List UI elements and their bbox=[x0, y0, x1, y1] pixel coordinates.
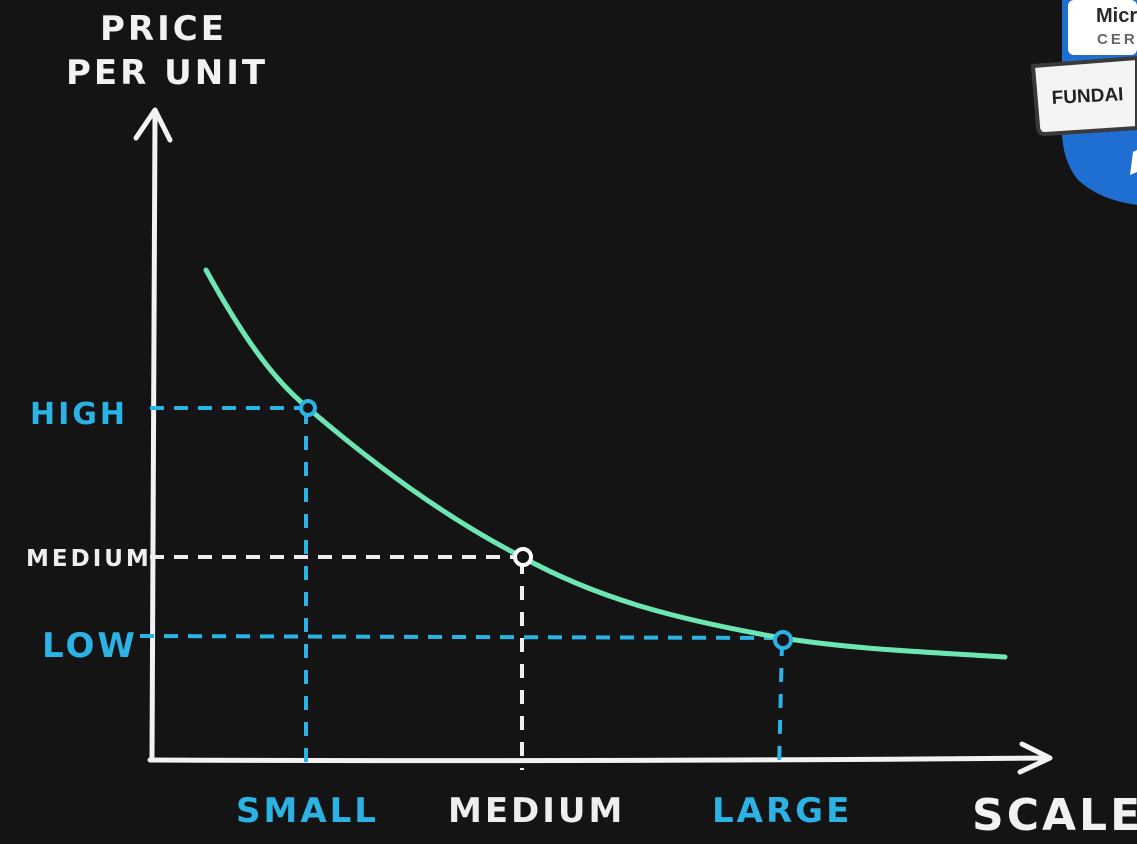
data-point-large-low bbox=[773, 630, 793, 650]
guide-low-horizontal bbox=[139, 634, 783, 640]
y-tick-high: HIGH bbox=[30, 397, 128, 432]
x-axis-line bbox=[147, 755, 1048, 764]
x-axis-arrow-icon bbox=[1017, 741, 1053, 775]
y-tick-medium: MEDIUM bbox=[26, 546, 152, 572]
guide-lines bbox=[139, 406, 784, 771]
y-axis bbox=[133, 107, 173, 763]
badge-ribbon bbox=[1030, 55, 1137, 137]
x-tick-large: LARGE bbox=[712, 791, 852, 831]
badge-line-1: Micr bbox=[1096, 5, 1137, 27]
y-axis-label-line-1: PRICE bbox=[100, 9, 227, 49]
certification-badge: Micr CERT FUNDAI bbox=[1010, 0, 1137, 205]
y-axis-arrow-icon bbox=[133, 107, 173, 143]
y-axis-line bbox=[149, 112, 158, 763]
data-point-medium-medium bbox=[513, 547, 533, 567]
x-axis-label: SCALE bbox=[972, 790, 1137, 841]
data-point-small-high bbox=[299, 399, 317, 417]
star-icon bbox=[1130, 150, 1137, 175]
y-tick-low: LOW bbox=[42, 626, 138, 666]
series-curve bbox=[203, 267, 1008, 660]
guide-large-vertical bbox=[777, 641, 784, 771]
x-tick-small: SMALL bbox=[236, 791, 379, 831]
badge-top-panel bbox=[1068, 0, 1137, 55]
badge-line-2: CERT bbox=[1097, 31, 1137, 48]
y-axis-label-line-2: PER UNIT bbox=[66, 53, 268, 93]
x-tick-medium: MEDIUM bbox=[448, 791, 625, 831]
badge-ribbon-text: FUNDAI bbox=[1051, 84, 1124, 109]
x-axis bbox=[147, 741, 1053, 775]
